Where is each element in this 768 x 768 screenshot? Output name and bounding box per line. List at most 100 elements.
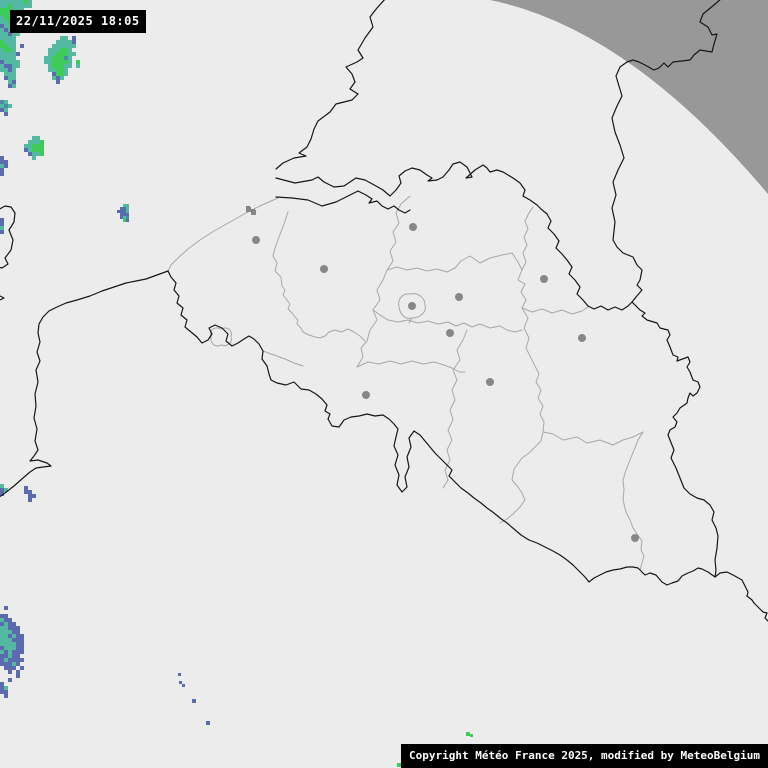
border-flemishbrabant-walloonbrabant: [373, 310, 522, 332]
precip-cell: [8, 630, 12, 634]
precip-cell: [4, 642, 8, 646]
precip-cell: [0, 646, 4, 650]
precip-cell: [0, 682, 4, 686]
precip-cell: [24, 490, 28, 494]
precip-cell: [4, 20, 8, 24]
precip-cell: [0, 64, 4, 68]
precip-cell: [4, 100, 8, 104]
copyright-bar: Copyright Météo France 2025, modified by…: [401, 744, 768, 768]
precip-cell: [0, 52, 4, 56]
precip-cell: [60, 60, 64, 64]
precip-cell: [16, 52, 20, 56]
precip-cell: [48, 60, 52, 64]
precip-cell: [8, 650, 12, 654]
precip-cell: [24, 144, 28, 148]
precip-cell: [4, 622, 8, 626]
precip-cell: [4, 630, 8, 634]
precip-cell: [4, 666, 8, 670]
precip-cell: [0, 20, 4, 24]
precip-cell: [16, 32, 20, 36]
precip-cell: [56, 44, 60, 48]
precip-cell: [20, 650, 24, 654]
precip-cell: [8, 0, 12, 4]
precip-cell: [16, 626, 20, 630]
precip-cell: [0, 156, 4, 160]
precip-pixel: [182, 684, 185, 687]
precip-pixel: [470, 734, 473, 737]
precip-cell: [8, 48, 12, 52]
precip-cell: [4, 48, 8, 52]
precip-pixel: [192, 699, 196, 703]
precip-cell: [16, 642, 20, 646]
border-eastflanders-antwerp: [357, 196, 410, 367]
precip-cell: [8, 622, 12, 626]
precip-cell: [4, 0, 8, 4]
precip-cell: [20, 44, 24, 48]
precip-cell: [52, 72, 56, 76]
precip-cell: [64, 52, 68, 56]
precip-cell: [0, 24, 4, 28]
coast-england: [0, 206, 15, 268]
precip-cell: [16, 650, 20, 654]
precip-cell: [0, 686, 4, 690]
precip-cell: [48, 64, 52, 68]
precip-cell: [12, 36, 16, 40]
precip-cell: [52, 76, 56, 80]
precip-cell: [60, 52, 64, 56]
precip-cell: [28, 494, 32, 498]
precip-cell: [64, 36, 68, 40]
precip-cell: [8, 646, 12, 650]
precip-cell: [8, 658, 12, 662]
precip-cell: [0, 36, 4, 40]
precip-cell: [32, 136, 36, 140]
precip-cell: [24, 0, 28, 4]
precip-pixel: [397, 763, 401, 767]
precip-cell: [64, 40, 68, 44]
precip-cell: [117, 210, 120, 213]
precip-cell: [126, 210, 129, 213]
precip-cell: [4, 690, 8, 694]
city-marker: [446, 329, 454, 337]
precip-cell: [28, 148, 32, 152]
precip-cell: [0, 28, 4, 32]
precip-cell: [28, 498, 32, 502]
precip-cell: [8, 68, 12, 72]
precip-cell: [20, 666, 24, 670]
precip-cell: [120, 210, 123, 213]
precip-cell: [72, 40, 76, 44]
precip-cell: [0, 622, 4, 626]
precip-cell: [12, 634, 16, 638]
precip-cell: [4, 68, 8, 72]
precip-cell: [8, 64, 12, 68]
precip-cell: [60, 36, 64, 40]
precip-cell: [126, 219, 129, 222]
precip-cell: [8, 36, 12, 40]
precip-cell: [0, 56, 4, 60]
precip-cell: [36, 136, 40, 140]
precip-cell: [60, 76, 64, 80]
border-antwerp-limburg-north: [522, 207, 533, 270]
precip-cell: [126, 204, 129, 207]
precip-cell: [56, 48, 60, 52]
precip-cell: [4, 160, 8, 164]
precip-cell: [12, 658, 16, 662]
precip-cell: [8, 4, 12, 8]
precip-cell: [0, 68, 4, 72]
precip-cell: [4, 8, 8, 12]
coast-england-tick: [0, 295, 4, 301]
precip-cell: [48, 56, 52, 60]
precip-cell: [12, 4, 16, 8]
precip-cell: [60, 64, 64, 68]
precip-cell: [12, 662, 16, 666]
precip-cell: [24, 486, 28, 490]
precip-cell: [12, 32, 16, 36]
coast-france: [0, 271, 168, 498]
precip-cell: [4, 606, 8, 610]
precip-cell: [64, 56, 68, 60]
precip-cell: [4, 40, 8, 44]
precip-cell: [28, 4, 32, 8]
precip-cell: [8, 638, 12, 642]
